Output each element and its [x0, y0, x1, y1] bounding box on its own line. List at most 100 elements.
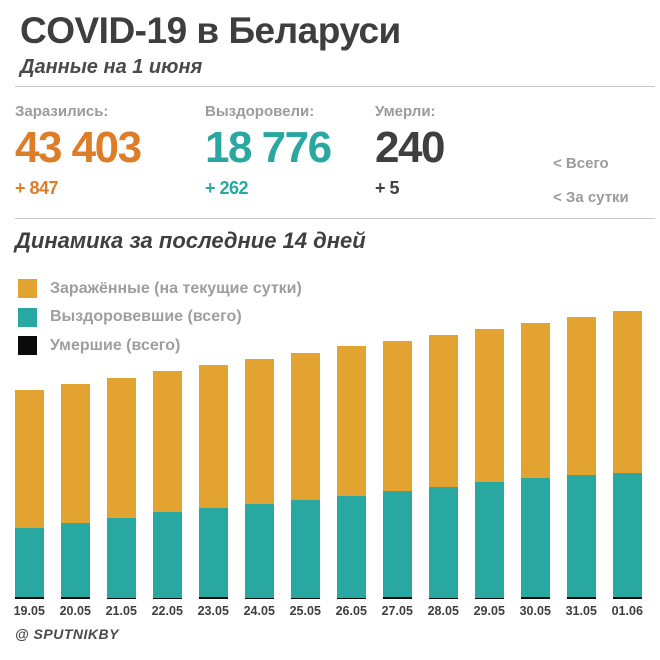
infected-swatch-icon	[18, 279, 37, 298]
stat-recovered-label: Выздоровели:	[205, 103, 315, 120]
stat-died-total: 240	[375, 123, 445, 172]
died-segment	[521, 597, 550, 599]
died-segment	[383, 597, 412, 599]
recovered-segment	[337, 496, 366, 598]
recovered-segment	[613, 472, 642, 598]
x-axis-label: 26.05	[335, 604, 367, 618]
legend-item-died: Умершие (всего)	[18, 336, 302, 355]
bar-22.05	[153, 371, 182, 599]
bar-01.06	[613, 311, 642, 599]
page-subtitle: Данные на 1 июня	[20, 56, 203, 78]
stat-infected-label: Заразились:	[15, 103, 109, 120]
stat-died: Умерли: 240 + 5	[375, 103, 445, 199]
x-axis-label: 01.06	[611, 604, 643, 618]
x-axis-label: 21.05	[105, 604, 137, 618]
divider-middle	[15, 218, 655, 219]
died-segment	[475, 597, 504, 599]
x-axis-label: 29.05	[473, 604, 505, 618]
x-axis-label: 28.05	[427, 604, 459, 618]
infected-segment	[291, 352, 320, 501]
legend-item-recovered: Выздоровевшие (всего)	[18, 307, 302, 327]
recovered-segment	[15, 528, 44, 598]
died-segment	[199, 597, 228, 599]
x-axis-label: 19.05	[13, 604, 45, 618]
bar-24.05	[245, 358, 274, 599]
row-hint-total: < Всего	[553, 155, 609, 172]
x-axis-label: 22.05	[151, 604, 183, 618]
bar-20.05	[61, 383, 90, 599]
died-segment	[245, 597, 274, 599]
legend-item-label: Заражённые (на текущие сутки)	[50, 279, 302, 297]
died-segment	[61, 597, 90, 599]
died-segment	[153, 597, 182, 599]
bar-23.05	[199, 365, 228, 599]
x-axis-label: 25.05	[289, 604, 321, 618]
died-segment	[291, 597, 320, 599]
bar-27.05	[383, 340, 412, 599]
bar-28.05	[429, 334, 458, 599]
recovered-segment	[245, 503, 274, 598]
infected-segment	[107, 377, 136, 518]
x-axis-label: 31.05	[565, 604, 597, 618]
infected-segment	[15, 389, 44, 529]
recovered-segment	[153, 511, 182, 598]
row-hint-daily: < За сутки	[553, 189, 629, 206]
source-credit: @ SPUTNIKBY	[15, 626, 119, 642]
stat-died-label: Умерли:	[375, 103, 436, 120]
infected-segment	[337, 346, 366, 497]
infected-segment	[153, 371, 182, 512]
died-segment	[337, 597, 366, 599]
bar-30.05	[521, 322, 550, 599]
stat-recovered-delta: + 262	[205, 178, 249, 198]
stat-infected-delta: + 847	[15, 178, 59, 198]
recovered-segment	[521, 478, 550, 598]
stat-infected-total: 43 403	[15, 123, 142, 172]
recovered-segment	[107, 517, 136, 598]
stat-infected: Заразились: 43 403 + 847	[15, 103, 142, 199]
died-swatch-icon	[18, 336, 37, 355]
infected-segment	[521, 322, 550, 479]
recovered-segment	[429, 487, 458, 598]
bar-25.05	[291, 352, 320, 599]
died-segment	[567, 597, 596, 599]
divider-top	[15, 86, 655, 87]
recovered-segment	[475, 482, 504, 598]
recovered-segment	[567, 474, 596, 598]
recovered-segment	[61, 522, 90, 598]
infected-segment	[245, 358, 274, 504]
recovered-segment	[383, 491, 412, 598]
recovered-segment	[199, 507, 228, 598]
died-segment	[429, 597, 458, 599]
x-axis-label: 20.05	[59, 604, 91, 618]
infected-segment	[567, 316, 596, 475]
stat-died-delta: + 5	[375, 178, 400, 198]
infected-segment	[475, 328, 504, 483]
died-segment	[613, 597, 642, 599]
infected-segment	[429, 334, 458, 488]
stat-recovered-total: 18 776	[205, 123, 332, 172]
stat-recovered: Выздоровели: 18 776 + 262	[205, 103, 332, 199]
legend-item-label: Умершие (всего)	[50, 336, 181, 354]
x-axis-label: 23.05	[197, 604, 229, 618]
bar-19.05	[15, 389, 44, 599]
legend-item-infected: Заражённые (на текущие сутки)	[18, 279, 302, 298]
infected-segment	[613, 311, 642, 473]
x-axis-label: 24.05	[243, 604, 275, 618]
x-axis-label: 30.05	[519, 604, 551, 618]
bar-26.05	[337, 346, 366, 599]
infected-segment	[199, 365, 228, 508]
died-segment	[107, 597, 136, 599]
chart-section-title: Динамика за последние 14 дней	[15, 228, 366, 253]
legend-item-label: Выздоровевшие (всего)	[50, 308, 242, 325]
died-segment	[15, 597, 44, 599]
page-title: COVID-19 в Беларуси	[20, 10, 401, 51]
chart-legend: Заражённые (на текущие сутки) Выздоровев…	[18, 279, 302, 365]
infected-segment	[383, 340, 412, 492]
recovered-segment	[291, 500, 320, 598]
bar-31.05	[567, 316, 596, 599]
bar-29.05	[475, 328, 504, 599]
recovered-swatch-icon	[18, 307, 37, 327]
infected-segment	[61, 383, 90, 523]
